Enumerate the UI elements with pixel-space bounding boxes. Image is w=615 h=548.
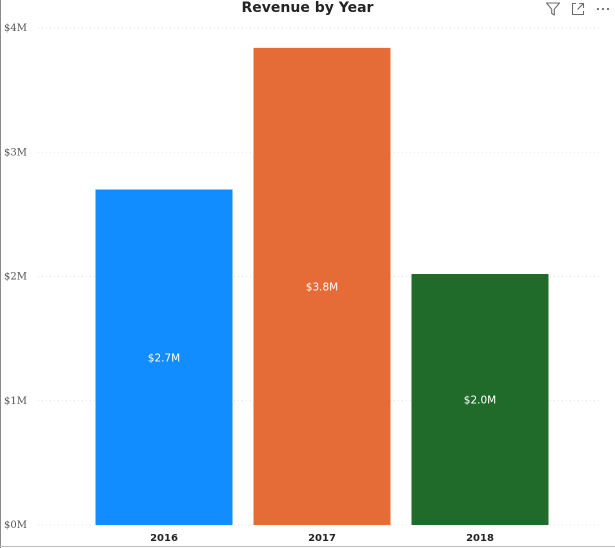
y-tick-label: $2M <box>4 272 27 283</box>
y-tick-label: $0M <box>4 520 27 531</box>
bar-2017 <box>253 47 391 525</box>
visual-border-left <box>0 0 1 548</box>
x-tick-label: 2018 <box>466 533 494 544</box>
y-tick-label: $3M <box>4 147 27 158</box>
focus-mode-icon[interactable] <box>570 1 586 17</box>
chart-title: Revenue by Year <box>241 0 374 16</box>
visual-header-toolbar <box>545 1 611 17</box>
filter-icon[interactable] <box>545 1 561 17</box>
x-tick-label: 2016 <box>150 533 178 544</box>
data-label: $3.8M <box>306 281 338 293</box>
y-tick-label: $4M <box>4 23 27 34</box>
visual-border-bottom <box>0 546 615 547</box>
data-label: $2.7M <box>148 352 180 364</box>
bar-2016 <box>95 189 233 525</box>
bar-2018 <box>411 274 549 525</box>
y-tick-label: $1M <box>4 396 27 407</box>
x-tick-label: 2017 <box>308 533 336 544</box>
more-options-icon[interactable] <box>595 1 611 17</box>
data-label: $2.0M <box>464 395 496 407</box>
